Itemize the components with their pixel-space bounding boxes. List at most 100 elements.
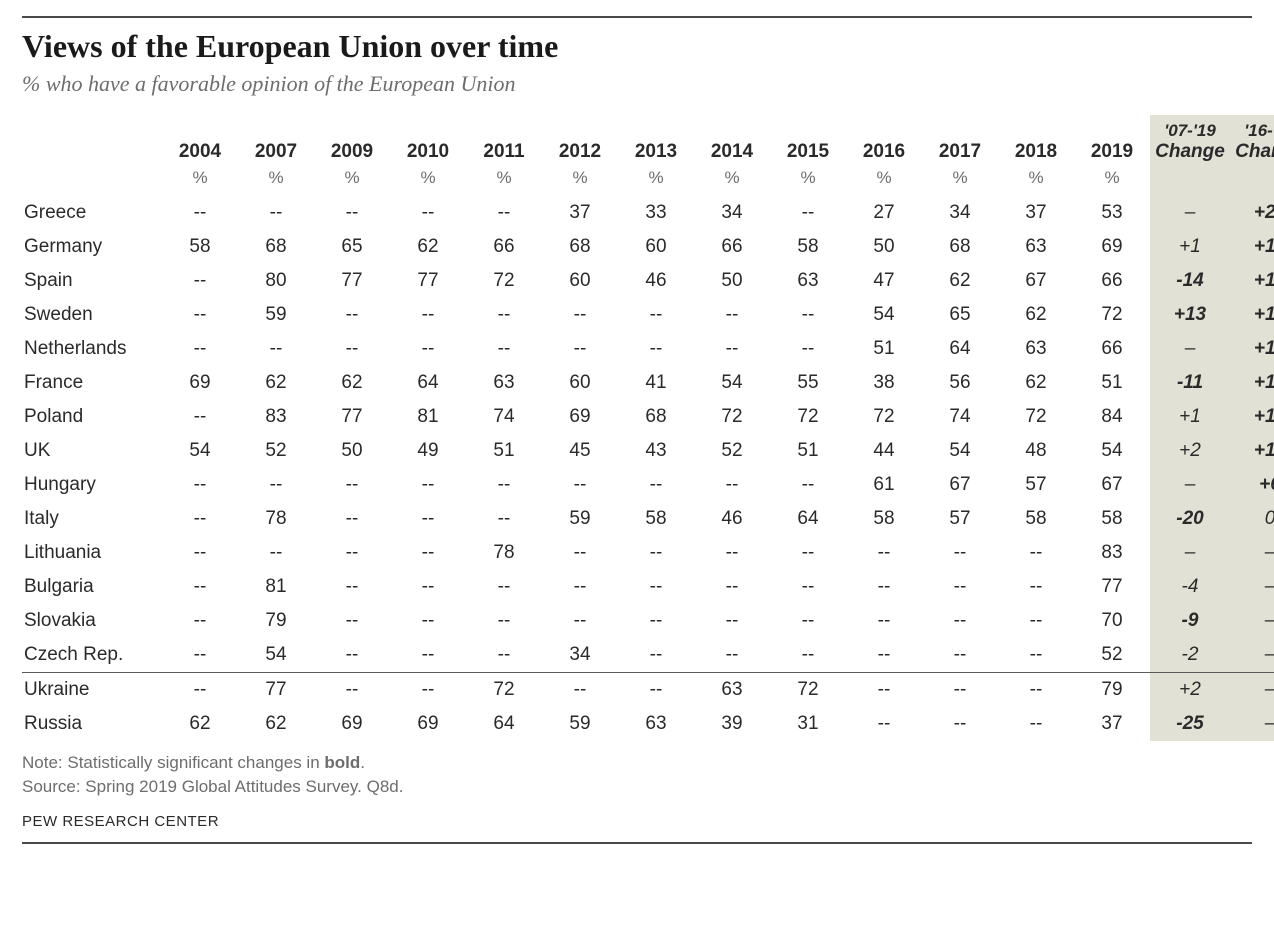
year-header: 2004 bbox=[162, 115, 238, 168]
note-line-1-pre: Note: Statistically significant changes … bbox=[22, 753, 324, 772]
value-cell: 54 bbox=[846, 298, 922, 332]
header-row: 2004 2007 2009 2010 2011 2012 2013 2014 … bbox=[22, 115, 1274, 168]
value-cell: 51 bbox=[770, 434, 846, 468]
value-cell: -- bbox=[390, 298, 466, 332]
value-cell: 62 bbox=[998, 298, 1074, 332]
value-cell: -- bbox=[162, 638, 238, 673]
value-cell: 69 bbox=[314, 707, 390, 741]
value-cell: 50 bbox=[694, 264, 770, 298]
value-cell: -- bbox=[846, 638, 922, 673]
value-cell: -- bbox=[694, 638, 770, 673]
year-header: 2014 bbox=[694, 115, 770, 168]
value-cell: -- bbox=[390, 536, 466, 570]
value-cell: -- bbox=[238, 196, 314, 230]
value-cell: -- bbox=[618, 298, 694, 332]
value-cell: 72 bbox=[694, 400, 770, 434]
value-cell: 64 bbox=[922, 332, 998, 366]
value-cell: -- bbox=[694, 468, 770, 502]
value-cell: 77 bbox=[238, 673, 314, 708]
value-cell: 66 bbox=[1074, 332, 1150, 366]
value-cell: -- bbox=[542, 298, 618, 332]
value-cell: 77 bbox=[390, 264, 466, 298]
blank-cell bbox=[1150, 168, 1230, 196]
country-label: Spain bbox=[22, 264, 162, 298]
pct-cell: % bbox=[466, 168, 542, 196]
value-cell: 77 bbox=[1074, 570, 1150, 604]
table-row: Lithuania--------78--------------83–– bbox=[22, 536, 1274, 570]
value-cell: 58 bbox=[770, 230, 846, 264]
value-cell: 46 bbox=[694, 502, 770, 536]
table-row: Bulgaria--81--------------------77-4– bbox=[22, 570, 1274, 604]
country-label: UK bbox=[22, 434, 162, 468]
value-cell: -- bbox=[390, 638, 466, 673]
value-cell: 59 bbox=[238, 298, 314, 332]
value-cell: -- bbox=[466, 468, 542, 502]
change-header-07-19: '07-'19 Change bbox=[1150, 115, 1230, 168]
value-cell: 62 bbox=[922, 264, 998, 298]
value-cell: -- bbox=[770, 638, 846, 673]
change-cell: +19 bbox=[1230, 264, 1274, 298]
year-header: 2011 bbox=[466, 115, 542, 168]
value-cell: -- bbox=[314, 468, 390, 502]
table-body: Greece----------373334--27343753–+26Germ… bbox=[22, 196, 1274, 741]
value-cell: 64 bbox=[466, 707, 542, 741]
value-cell: -- bbox=[694, 298, 770, 332]
table-row: France69626264636041545538566251-11+13 bbox=[22, 366, 1274, 400]
change-header-bottom: Change bbox=[1154, 141, 1226, 163]
value-cell: 46 bbox=[618, 264, 694, 298]
value-cell: -- bbox=[390, 196, 466, 230]
table-row: Sweden--59--------------54656272+13+18 bbox=[22, 298, 1274, 332]
value-cell: -- bbox=[618, 468, 694, 502]
value-cell: 78 bbox=[238, 502, 314, 536]
value-cell: -- bbox=[542, 332, 618, 366]
value-cell: 50 bbox=[314, 434, 390, 468]
change-cell: +1 bbox=[1150, 230, 1230, 264]
figure-title: Views of the European Union over time bbox=[22, 28, 1252, 65]
value-cell: 51 bbox=[1074, 366, 1150, 400]
value-cell: -- bbox=[618, 604, 694, 638]
country-label: Poland bbox=[22, 400, 162, 434]
change-cell: +18 bbox=[1230, 298, 1274, 332]
value-cell: -- bbox=[694, 604, 770, 638]
value-cell: -- bbox=[314, 570, 390, 604]
change-cell: – bbox=[1150, 536, 1230, 570]
value-cell: 51 bbox=[466, 434, 542, 468]
value-cell: 58 bbox=[998, 502, 1074, 536]
country-label: France bbox=[22, 366, 162, 400]
value-cell: -- bbox=[162, 673, 238, 708]
change-header-top: '07-'19 bbox=[1154, 121, 1226, 141]
value-cell: 67 bbox=[998, 264, 1074, 298]
change-cell: – bbox=[1230, 673, 1274, 708]
change-cell: – bbox=[1150, 332, 1230, 366]
country-label: Netherlands bbox=[22, 332, 162, 366]
value-cell: -- bbox=[466, 570, 542, 604]
value-cell: -- bbox=[846, 673, 922, 708]
country-label: Lithuania bbox=[22, 536, 162, 570]
value-cell: 67 bbox=[1074, 468, 1150, 502]
value-cell: -- bbox=[162, 264, 238, 298]
table-row: Germany58686562666860665850686369+1+19 bbox=[22, 230, 1274, 264]
change-cell: 0 bbox=[1230, 502, 1274, 536]
value-cell: -- bbox=[390, 604, 466, 638]
change-cell: -11 bbox=[1150, 366, 1230, 400]
change-cell: +2 bbox=[1150, 673, 1230, 708]
table-row: Russia626269696459633931------37-25– bbox=[22, 707, 1274, 741]
country-label: Greece bbox=[22, 196, 162, 230]
value-cell: 58 bbox=[162, 230, 238, 264]
value-cell: -- bbox=[618, 638, 694, 673]
change-cell: -14 bbox=[1150, 264, 1230, 298]
value-cell: 62 bbox=[998, 366, 1074, 400]
value-cell: -- bbox=[922, 707, 998, 741]
value-cell: -- bbox=[314, 604, 390, 638]
top-rule bbox=[22, 16, 1252, 18]
table-row: Italy--78------5958466458575858-200 bbox=[22, 502, 1274, 536]
value-cell: 83 bbox=[1074, 536, 1150, 570]
change-cell: +10 bbox=[1230, 434, 1274, 468]
value-cell: -- bbox=[618, 536, 694, 570]
value-cell: -- bbox=[162, 468, 238, 502]
value-cell: 63 bbox=[998, 230, 1074, 264]
value-cell: 59 bbox=[542, 707, 618, 741]
pct-cell: % bbox=[542, 168, 618, 196]
pct-cell: % bbox=[1074, 168, 1150, 196]
value-cell: 74 bbox=[466, 400, 542, 434]
